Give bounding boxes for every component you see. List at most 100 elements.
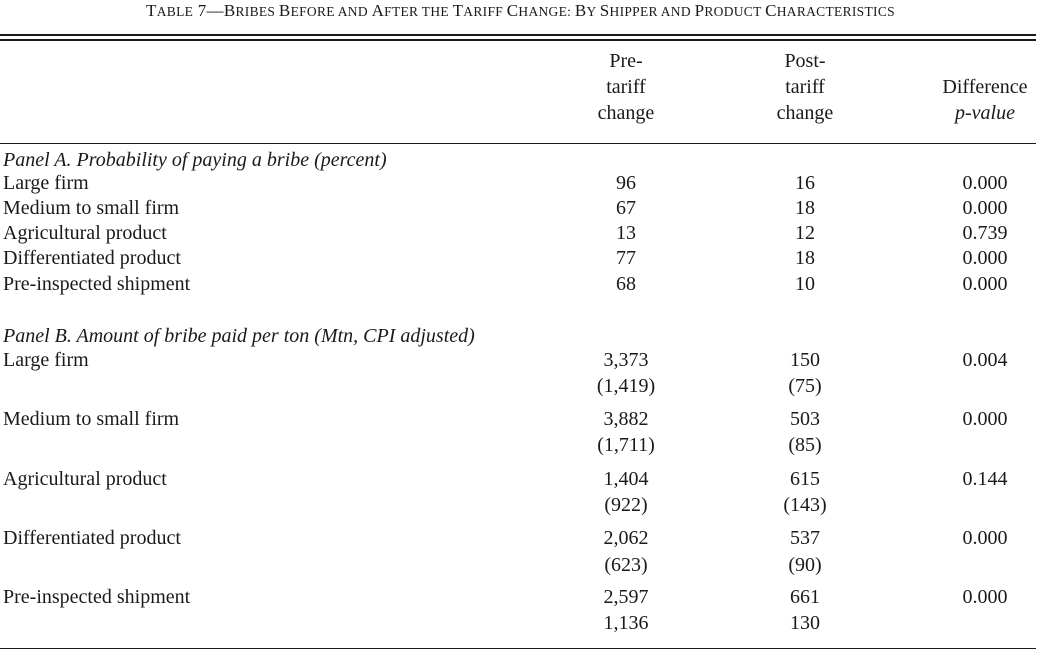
caption-word: T <box>452 1 464 20</box>
row-label: Large firm <box>3 172 89 194</box>
cell-post: 150 <box>790 349 820 371</box>
column-header-post: Post- tariff change <box>745 48 865 126</box>
panel-a-title: Panel A. Probability of paying a bribe (… <box>3 148 387 173</box>
panel-b-title-paren: (Mtn, CPI adjusted) <box>314 325 475 347</box>
caption-prefix: T <box>146 1 157 20</box>
row-label: Differentiated product <box>3 527 181 549</box>
cell-pvalue: 0.000 <box>962 273 1008 295</box>
cell-pvalue: 0.000 <box>962 197 1008 219</box>
table-row: Agricultural product 13 12 0.739 <box>0 221 1036 246</box>
cell-pre-se: (623) <box>604 554 648 576</box>
table-row: Differentiated product 2,062 537 0.000 <box>0 526 1036 551</box>
caption-word: B <box>223 1 236 20</box>
caption-word: ARIFF <box>463 4 507 19</box>
table-row-se: 1,136 130 <box>0 611 1036 636</box>
cell-pre: 2,597 <box>603 586 649 608</box>
table-caption: TABLE 7—BRIBES BEFORE AND AFTER THE TARI… <box>0 1 1041 21</box>
header-line: change <box>776 102 834 124</box>
table-row: Large firm 3,373 150 0.004 <box>0 348 1036 373</box>
cell-post: 537 <box>790 527 820 549</box>
caption-word: C <box>765 1 777 20</box>
row-label: Differentiated product <box>3 247 181 269</box>
row-label: Agricultural product <box>3 468 167 490</box>
table-row: Large firm 96 16 0.000 <box>0 171 1036 196</box>
cell-post-se: (75) <box>788 375 822 397</box>
cell-pvalue: 0.004 <box>962 349 1008 371</box>
cell-post: 12 <box>795 222 815 244</box>
table-row: Differentiated product 77 18 0.000 <box>0 246 1036 271</box>
cell-pre: 67 <box>616 197 636 219</box>
cell-pre: 3,882 <box>603 408 649 430</box>
caption-word: Y <box>586 4 600 19</box>
table-row: Agricultural product 1,404 615 0.144 <box>0 467 1036 492</box>
table-row: Pre-inspected shipment 2,597 661 0.000 <box>0 585 1036 610</box>
header-rule <box>0 143 1036 144</box>
cell-post: 16 <box>795 172 815 194</box>
cell-pre: 77 <box>616 247 636 269</box>
cell-pre: 96 <box>616 172 636 194</box>
caption-word: HANGE: <box>518 4 575 19</box>
cell-pvalue: 0.000 <box>962 408 1008 430</box>
header-line: tariff <box>606 76 646 98</box>
table-row: Medium to small firm 3,882 503 0.000 <box>0 407 1036 432</box>
row-label: Medium to small firm <box>3 197 180 219</box>
table-row: Pre-inspected shipment 68 10 0.000 <box>0 272 1036 297</box>
caption-word: A <box>371 1 385 20</box>
row-label: Medium to small firm <box>3 408 180 430</box>
cell-post-se: (85) <box>788 434 822 456</box>
cell-post: 661 <box>790 586 820 608</box>
row-label: Pre-inspected shipment <box>3 586 191 608</box>
panel-b-title-text: Panel B. Amount of bribe paid per ton <box>3 325 315 347</box>
cell-pre-se: (1,419) <box>596 375 656 397</box>
caption-word: RIBES <box>235 4 279 19</box>
caption-word: FTER THE <box>384 4 453 19</box>
cell-post: 503 <box>790 408 820 430</box>
cell-post-se: (90) <box>788 554 822 576</box>
caption-word: HIPPER AND <box>609 4 695 19</box>
caption-word: B <box>574 1 587 20</box>
caption-word: EFORE AND <box>290 4 372 19</box>
row-label: Large firm <box>3 349 89 371</box>
header-line-italic: p-value <box>955 102 1015 124</box>
table-row-se: (922) (143) <box>0 493 1036 518</box>
caption-word: C <box>506 1 519 20</box>
panel-a-title-paren: (percent) <box>314 149 387 171</box>
table-row: Medium to small firm 67 18 0.000 <box>0 196 1036 221</box>
table-row-se: (1,711) (85) <box>0 433 1036 458</box>
header-line: tariff <box>785 76 825 98</box>
top-rule <box>0 34 1036 36</box>
cell-post: 615 <box>790 468 820 490</box>
cell-pvalue: 0.000 <box>962 172 1008 194</box>
top-rule-second <box>0 39 1036 41</box>
caption-word: RODUCT <box>704 4 766 19</box>
header-line: Post- <box>784 50 826 72</box>
cell-pre: 3,373 <box>603 349 649 371</box>
cell-pre: 68 <box>616 273 636 295</box>
caption-word: B <box>278 1 291 20</box>
caption-number: 7— <box>193 1 224 20</box>
column-header-pre: Pre- tariff change <box>566 48 686 126</box>
cell-pvalue: 0.000 <box>962 527 1008 549</box>
table-row-se: (1,419) (75) <box>0 374 1036 399</box>
panel-a-title-text: Panel A. Probability of paying a bribe <box>3 149 315 171</box>
cell-pre-se: 1,136 <box>603 612 649 634</box>
caption-word: S <box>599 1 610 20</box>
cell-pvalue: 0.000 <box>962 586 1008 608</box>
cell-pre: 1,404 <box>603 468 649 490</box>
caption-word: HARACTERISTICS <box>776 4 895 19</box>
column-header-diff: Difference p-value <box>925 74 1041 126</box>
cell-pvalue: 0.144 <box>962 468 1008 490</box>
cell-pre-se: (1,711) <box>597 434 655 456</box>
row-label: Agricultural product <box>3 222 167 244</box>
caption-word: P <box>694 1 705 20</box>
cell-post-se: (143) <box>783 494 827 516</box>
cell-pre-se: (922) <box>604 494 648 516</box>
cell-post: 18 <box>795 197 815 219</box>
header-line: Difference <box>942 76 1028 98</box>
header-line: Pre- <box>609 50 643 72</box>
cell-pvalue: 0.739 <box>962 222 1008 244</box>
cell-pvalue: 0.000 <box>962 247 1008 269</box>
table-row-se: (623) (90) <box>0 553 1036 578</box>
panel-b-title: Panel B. Amount of bribe paid per ton (M… <box>3 324 475 349</box>
cell-pre: 2,062 <box>603 527 649 549</box>
